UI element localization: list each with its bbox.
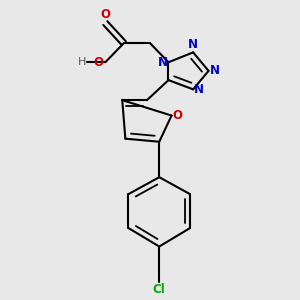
Text: N: N	[188, 38, 198, 51]
Text: H: H	[77, 57, 86, 67]
Text: N: N	[194, 83, 204, 96]
Text: N: N	[158, 56, 168, 69]
Text: N: N	[209, 64, 220, 77]
Text: O: O	[172, 109, 182, 122]
Text: O: O	[100, 8, 110, 21]
Text: Cl: Cl	[153, 284, 166, 296]
Text: O: O	[94, 56, 104, 69]
